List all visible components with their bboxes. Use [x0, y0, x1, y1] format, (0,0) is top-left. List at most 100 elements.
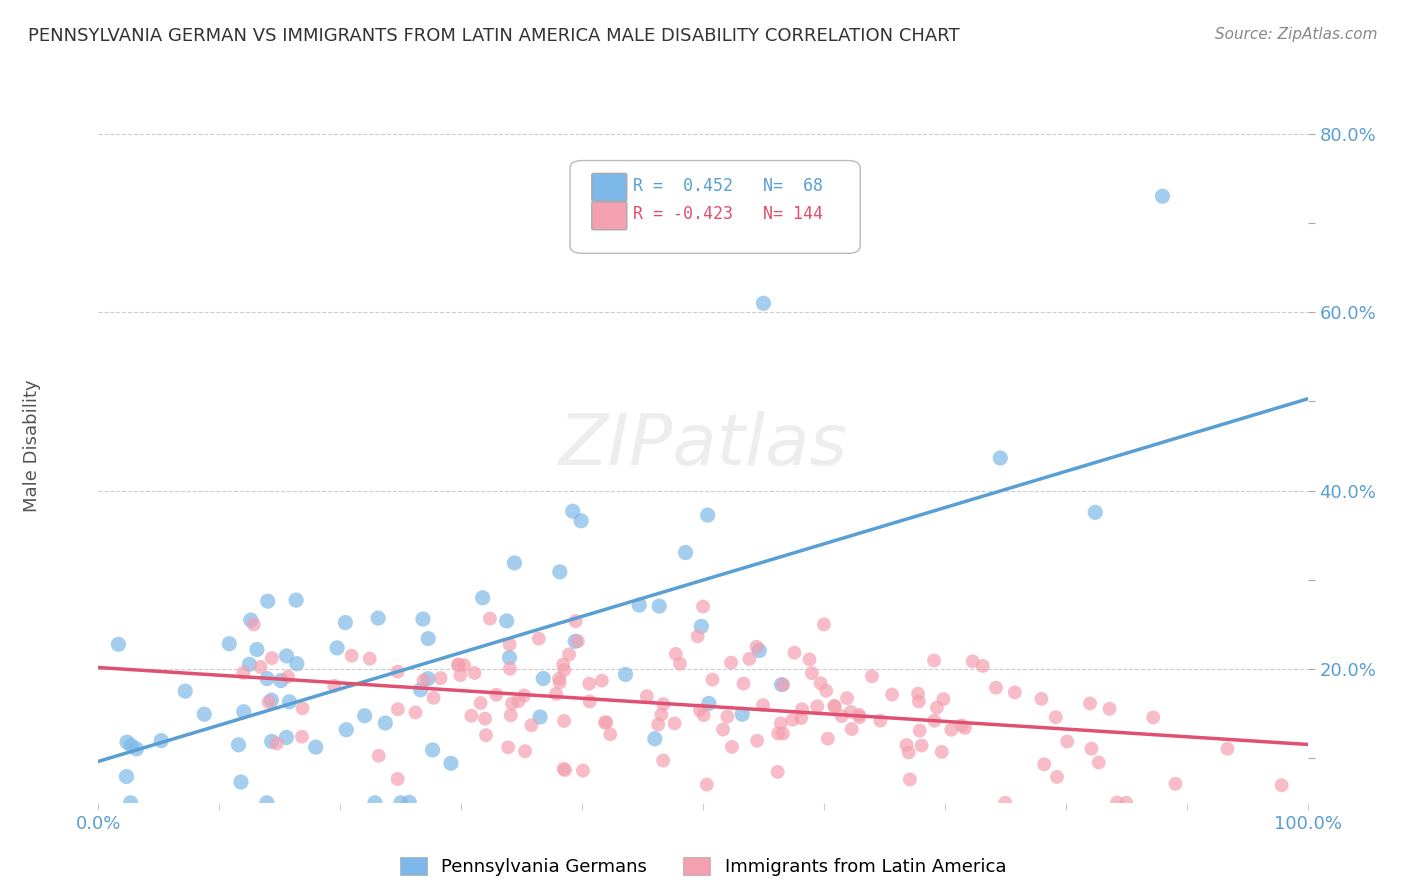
Point	[260, 651, 283, 665]
Point	[1045, 710, 1067, 724]
Point	[1087, 756, 1109, 770]
Point	[305, 740, 328, 755]
Point	[689, 703, 711, 717]
Point	[553, 663, 575, 677]
Point	[323, 679, 346, 693]
Point	[1004, 685, 1026, 699]
Point	[499, 708, 522, 723]
Point	[696, 508, 718, 522]
Point	[733, 676, 755, 690]
Point	[1098, 702, 1121, 716]
Point	[1031, 691, 1053, 706]
Point	[238, 657, 260, 672]
Point	[409, 682, 432, 697]
Point	[335, 615, 357, 630]
Point	[716, 709, 738, 723]
Point	[404, 706, 426, 720]
Point	[239, 613, 262, 627]
Point	[925, 700, 948, 714]
Point	[860, 669, 883, 683]
Point	[558, 648, 581, 662]
Point	[664, 716, 686, 731]
Point	[256, 672, 278, 686]
Point	[745, 640, 768, 654]
Point	[564, 614, 586, 628]
Point	[869, 714, 891, 728]
Point	[218, 637, 240, 651]
Point	[770, 678, 793, 692]
Point	[115, 735, 138, 749]
Point	[229, 775, 252, 789]
Point	[270, 673, 292, 688]
Point	[1046, 770, 1069, 784]
Point	[810, 676, 832, 690]
Point	[340, 648, 363, 663]
Point	[614, 667, 637, 681]
Point	[150, 733, 173, 747]
Point	[553, 762, 575, 776]
Point	[815, 683, 838, 698]
Point	[412, 612, 434, 626]
Point	[665, 647, 688, 661]
Point	[769, 716, 792, 731]
Point	[567, 634, 589, 648]
Point	[953, 721, 976, 735]
Point	[387, 702, 409, 716]
Point	[495, 614, 517, 628]
Point	[463, 665, 485, 680]
Text: ZIPatlas: ZIPatlas	[558, 411, 848, 481]
Point	[548, 675, 571, 690]
Point	[910, 739, 932, 753]
Point	[962, 654, 984, 668]
Point	[276, 648, 298, 663]
Point	[531, 672, 554, 686]
FancyBboxPatch shape	[592, 173, 627, 202]
Point	[652, 754, 675, 768]
Point	[412, 673, 434, 688]
Point	[520, 718, 543, 732]
Point	[387, 665, 409, 679]
Point	[285, 593, 308, 607]
Point	[326, 640, 349, 655]
Point	[880, 688, 903, 702]
Point	[636, 690, 658, 704]
Point	[731, 707, 754, 722]
Point	[256, 594, 278, 608]
Point	[120, 739, 142, 753]
Point	[367, 748, 389, 763]
Point	[496, 740, 519, 755]
Point	[422, 743, 444, 757]
Point	[1152, 189, 1174, 203]
Point	[697, 697, 720, 711]
Point	[453, 658, 475, 673]
Point	[232, 665, 254, 680]
Point	[813, 617, 835, 632]
Point	[738, 652, 761, 666]
Point	[429, 671, 451, 685]
Point	[501, 697, 523, 711]
Point	[249, 660, 271, 674]
Point	[806, 699, 828, 714]
Point	[799, 652, 821, 666]
Point	[628, 598, 651, 612]
Point	[696, 778, 718, 792]
Point	[232, 705, 254, 719]
Point	[276, 731, 298, 745]
Point	[498, 650, 520, 665]
Point	[228, 738, 250, 752]
Point	[260, 693, 283, 707]
Point	[897, 746, 920, 760]
Point	[471, 591, 494, 605]
Point	[772, 678, 794, 692]
Point	[1142, 710, 1164, 724]
Point	[291, 701, 314, 715]
Point	[644, 731, 666, 746]
Text: Source: ZipAtlas.com: Source: ZipAtlas.com	[1215, 27, 1378, 42]
Point	[950, 718, 973, 732]
Point	[1078, 697, 1101, 711]
Point	[291, 730, 314, 744]
Point	[790, 711, 813, 725]
Text: R =  0.452   N=  68: R = 0.452 N= 68	[633, 177, 823, 194]
Point	[648, 599, 671, 614]
Point	[554, 763, 576, 777]
